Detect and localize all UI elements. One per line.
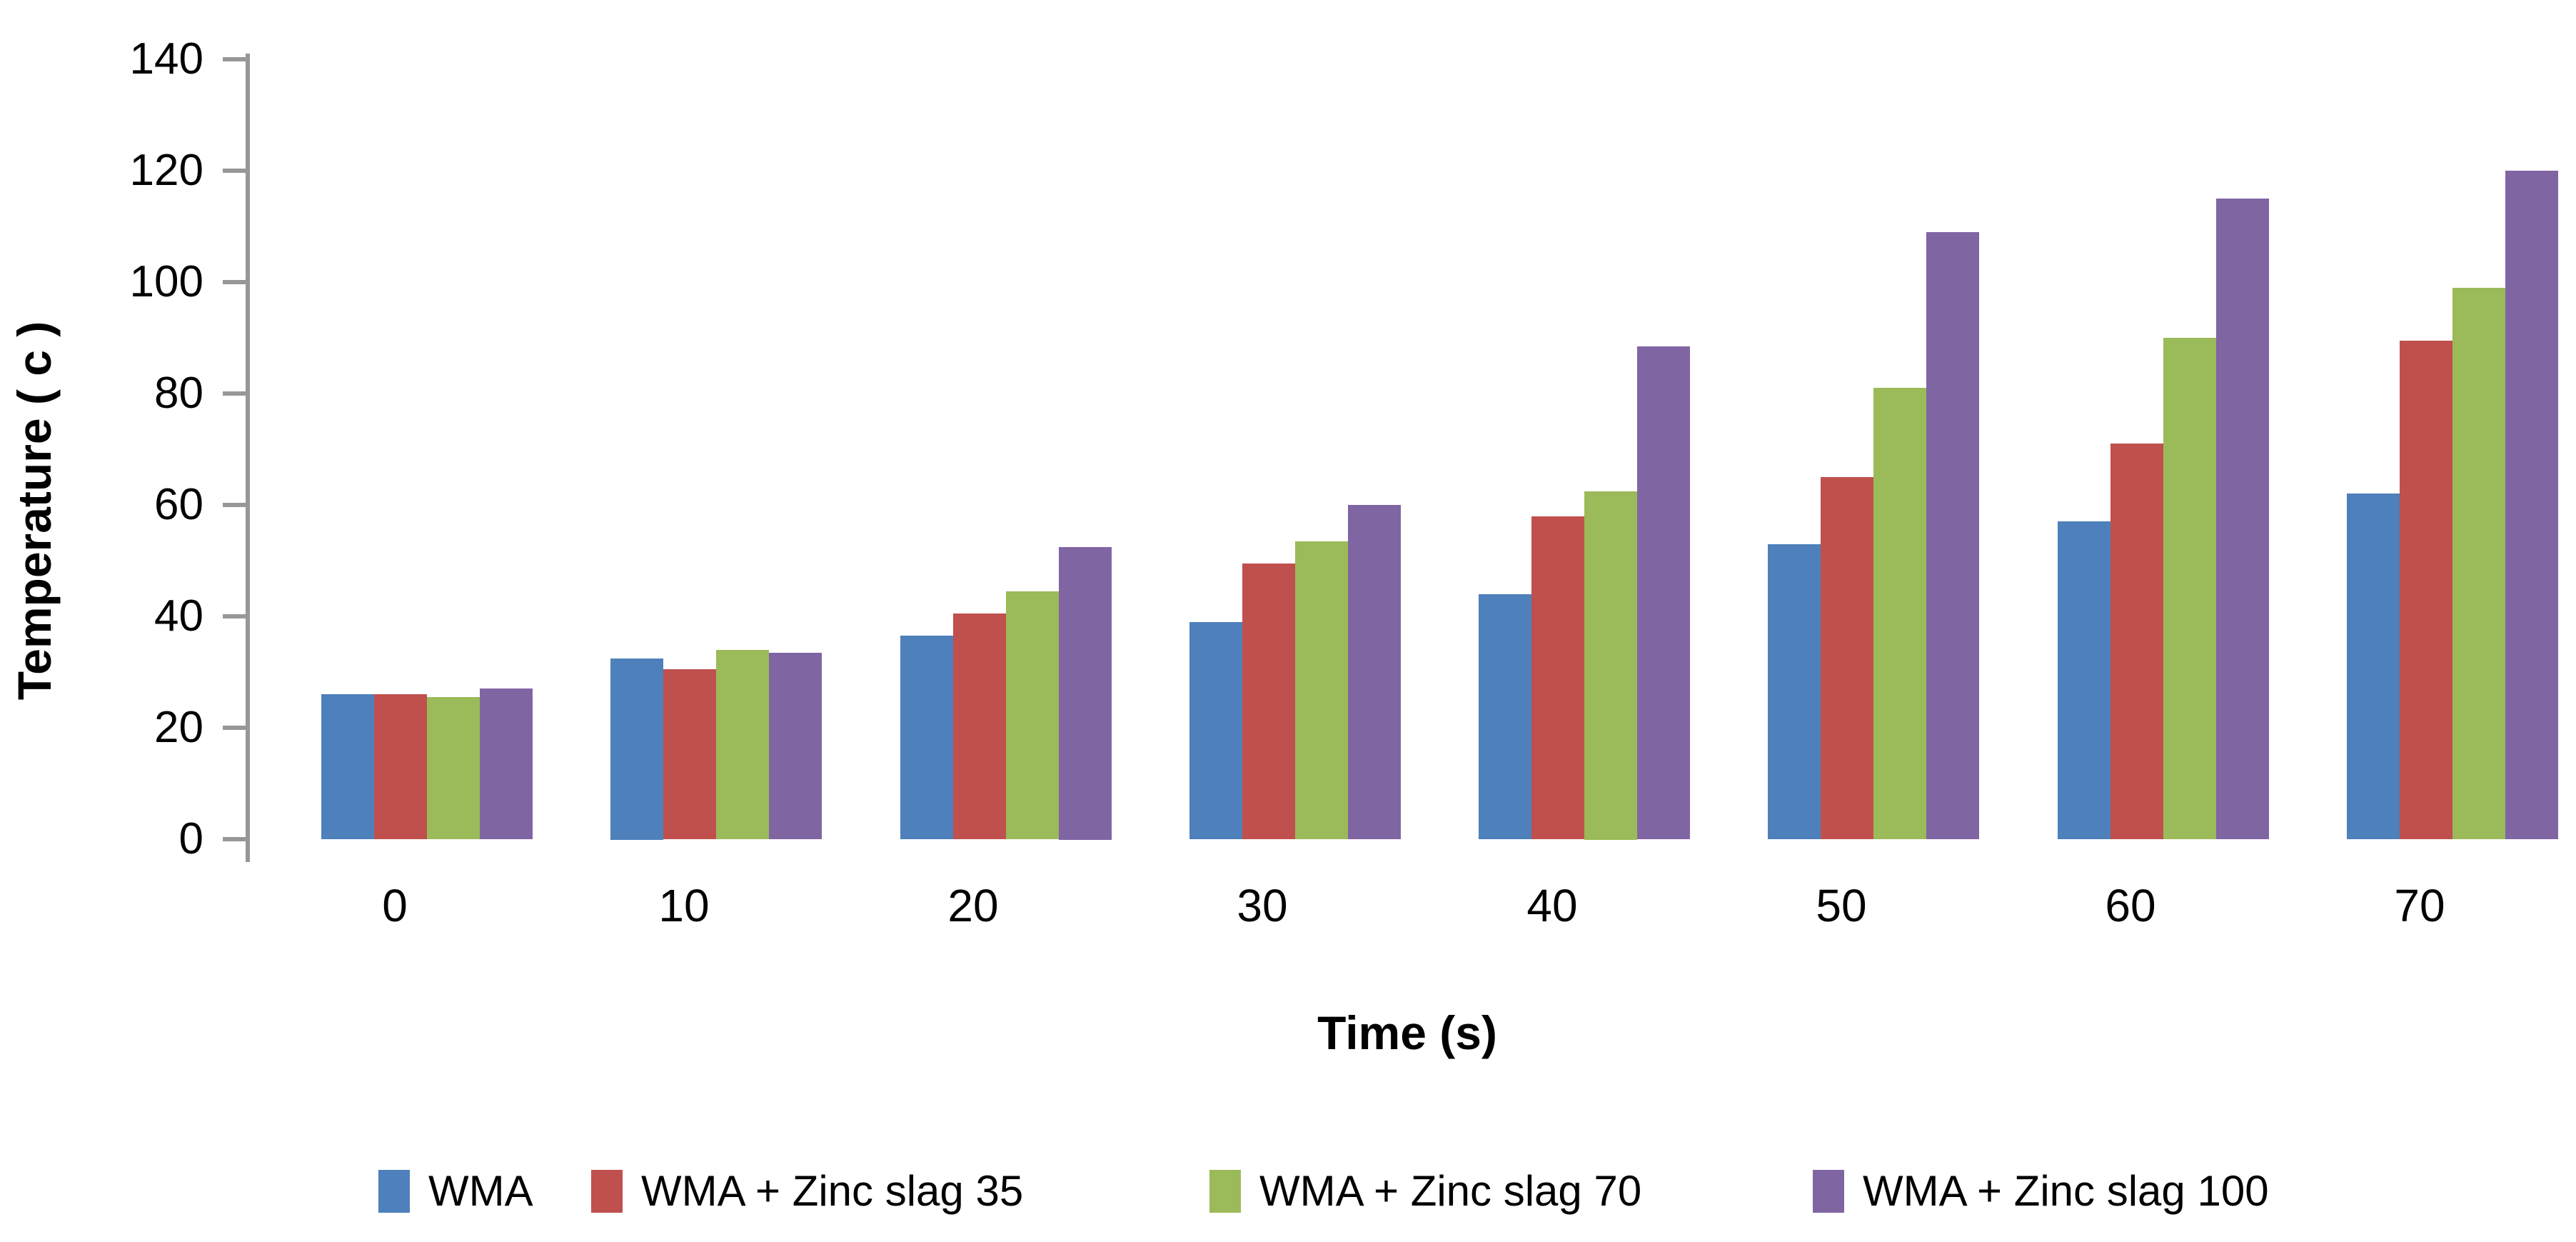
- bar-40s-series-2: [1584, 491, 1637, 840]
- bar-30s-series-3: [1348, 505, 1401, 839]
- bar-20s-series-2: [1006, 591, 1059, 839]
- bar-50s-series-2: [1873, 388, 1926, 839]
- bar-50s-series-3: [1926, 232, 1979, 839]
- bar-10s-series-3: [769, 653, 822, 839]
- bar-10s-series-0: [610, 658, 663, 840]
- bar-50s-series-0: [1768, 544, 1821, 839]
- legend-item-label: WMA + Zinc slag 100: [1863, 1167, 2269, 1215]
- y-axis-tick-label: 60: [154, 480, 203, 529]
- x-axis-tick-label: 0: [382, 880, 408, 931]
- legend-item: WMA + Zinc slag 35: [591, 1151, 1023, 1231]
- bar-40s-series-3: [1637, 346, 1690, 839]
- y-axis-tick: [223, 614, 246, 619]
- legend-item: WMA: [378, 1151, 533, 1231]
- bar-0s-series-3: [480, 688, 533, 839]
- bar-0s-series-1: [374, 694, 427, 839]
- bar-20s-series-0: [900, 636, 953, 839]
- legend-swatch-icon: [591, 1170, 623, 1213]
- y-axis-tick-label: 140: [129, 34, 203, 84]
- bar-30s-series-1: [1242, 564, 1295, 839]
- legend-swatch-icon: [1813, 1170, 1844, 1213]
- bar-10s-series-2: [716, 650, 769, 839]
- legend-item: WMA + Zinc slag 100: [1813, 1151, 2269, 1231]
- bar-20s-series-3: [1059, 547, 1112, 840]
- x-axis-tick-label: 20: [947, 880, 999, 931]
- y-axis-tick: [223, 391, 246, 396]
- bar-30s-series-2: [1295, 541, 1348, 839]
- y-axis-tick: [223, 169, 246, 173]
- x-axis-tick-label: 60: [2105, 880, 2156, 931]
- bar-30s-series-0: [1189, 622, 1242, 839]
- y-axis-tick-label: 80: [154, 369, 203, 418]
- legend-item-label: WMA: [428, 1167, 533, 1215]
- bar-40s-series-0: [1479, 594, 1531, 839]
- legend-item-label: WMA + Zinc slag 70: [1259, 1167, 1642, 1215]
- x-axis-tick-label: 70: [2394, 880, 2445, 931]
- x-axis-tick-label: 30: [1237, 880, 1288, 931]
- legend: WMA WMA + Zinc slag 35 WMA + Zinc slag 70 W…: [0, 1151, 2576, 1231]
- y-axis-tick-label: 0: [178, 814, 203, 863]
- y-axis-line: [246, 54, 250, 862]
- bar-0s-series-0: [321, 694, 374, 839]
- bar-50s-series-1: [1821, 477, 1873, 839]
- bar-60s-series-3: [2216, 199, 2269, 839]
- bar-60s-series-0: [2058, 521, 2110, 839]
- y-axis-tick: [223, 57, 246, 61]
- y-axis-tick-label: 40: [154, 591, 203, 641]
- legend-swatch-icon: [378, 1170, 410, 1213]
- x-axis-tick-label: 10: [658, 880, 710, 931]
- y-axis-tick: [223, 503, 246, 507]
- y-axis-tick: [223, 726, 246, 730]
- bar-10s-series-1: [663, 669, 716, 839]
- bar-20s-series-1: [953, 614, 1006, 839]
- y-axis-tick: [223, 837, 246, 841]
- bar-70s-series-1: [2400, 341, 2452, 839]
- bar-0s-series-2: [427, 697, 480, 839]
- y-axis-tick-label: 100: [129, 257, 203, 306]
- bar-70s-series-0: [2347, 494, 2400, 839]
- legend-swatch-icon: [1209, 1170, 1241, 1213]
- legend-item-label: WMA + Zinc slag 35: [641, 1167, 1024, 1215]
- bar-60s-series-2: [2163, 338, 2216, 839]
- x-axis-tick-label: 50: [1816, 880, 1867, 931]
- y-axis-tick-label: 120: [129, 146, 203, 195]
- legend-item: WMA + Zinc slag 70: [1209, 1151, 1641, 1231]
- y-axis-tick: [223, 280, 246, 284]
- bar-60s-series-1: [2110, 444, 2163, 839]
- y-axis-tick-label: 20: [154, 703, 203, 752]
- bar-70s-series-2: [2452, 288, 2505, 839]
- x-axis-title: Time (s): [1317, 1006, 1497, 1059]
- bar-70s-series-3: [2505, 171, 2558, 839]
- x-axis-tick-label: 40: [1526, 880, 1578, 931]
- bar-40s-series-1: [1531, 516, 1584, 839]
